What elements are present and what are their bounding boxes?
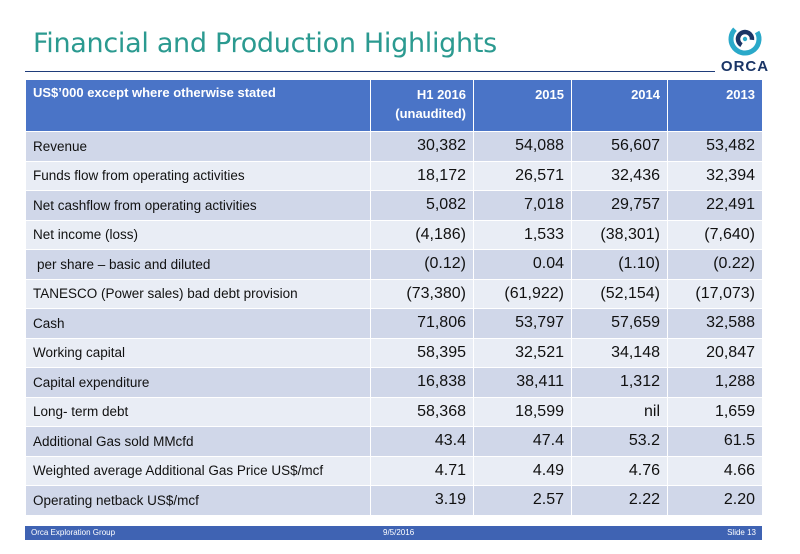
row-value: (7,640) (667, 219, 763, 250)
table-row: Net income (loss) (4,186) 1,533 (38,301) (7,… (25, 219, 763, 250)
title-underline (25, 71, 715, 72)
row-value: 18,172 (370, 160, 474, 191)
row-label: Weighted average Additional Gas Price US… (25, 455, 371, 486)
row-value: 1,659 (667, 396, 763, 427)
row-value: 32,521 (473, 337, 572, 368)
header-col-2013: 2013 (667, 79, 763, 132)
row-value: (1.10) (571, 249, 668, 280)
row-value: 4.49 (473, 455, 572, 486)
row-label: per share – basic and diluted (25, 249, 371, 280)
table-row: Net cashflow from operating activities 5,… (25, 190, 763, 221)
row-value: (52,154) (571, 278, 668, 309)
row-value: (4,186) (370, 219, 474, 250)
slide-title: Financial and Production Highlights (33, 28, 497, 59)
row-value: 57,659 (571, 308, 668, 339)
row-value: 2.20 (667, 485, 763, 516)
row-value: 43.4 (370, 426, 474, 457)
header-col-2015: 2015 (473, 79, 572, 132)
row-value: 71,806 (370, 308, 474, 339)
table-row: Working capital 58,395 32,521 34,148 20,847 (25, 337, 763, 368)
table-row: Funds flow from operating activities 18,1… (25, 160, 763, 191)
table-row: TANESCO (Power sales) bad debt provision… (25, 278, 763, 309)
row-value: (38,301) (571, 219, 668, 250)
row-value: 26,571 (473, 160, 572, 191)
row-value: 1,533 (473, 219, 572, 250)
row-value: 1,312 (571, 367, 668, 398)
row-value: (0.22) (667, 249, 763, 280)
row-value: 4.76 (571, 455, 668, 486)
orca-swirl-icon (728, 22, 762, 56)
row-value: 38,411 (473, 367, 572, 398)
table-row: Cash 71,806 53,797 57,659 32,588 (25, 308, 763, 339)
logo-text: ORCA (720, 58, 770, 75)
row-value: 54,088 (473, 131, 572, 162)
table-header-row: US$’000 except where otherwise stated H1… (25, 79, 763, 132)
table-row: Long- term debt 58,368 18,599 nil 1,659 (25, 396, 763, 427)
row-label: Revenue (25, 131, 371, 162)
slide-footer: Orca Exploration Group 9/5/2016 Slide 13 (25, 526, 762, 540)
table-row: Revenue 30,382 54,088 56,607 53,482 (25, 131, 763, 162)
table-row: Operating netback US$/mcf 3.19 2.57 2.22 2.2… (25, 485, 763, 516)
row-value: 30,382 (370, 131, 474, 162)
row-label: Capital expenditure (25, 367, 371, 398)
row-value: (17,073) (667, 278, 763, 309)
row-value: 22,491 (667, 190, 763, 221)
row-value: 5,082 (370, 190, 474, 221)
row-label: Funds flow from operating activities (25, 160, 371, 191)
row-label: TANESCO (Power sales) bad debt provision (25, 278, 371, 309)
row-value: 7,018 (473, 190, 572, 221)
row-value: 34,148 (571, 337, 668, 368)
row-label: Additional Gas sold MMcfd (25, 426, 371, 457)
row-label: Operating netback US$/mcf (25, 485, 371, 516)
row-label: Net income (loss) (25, 219, 371, 250)
row-value: 53.2 (571, 426, 668, 457)
row-value: 53,482 (667, 131, 763, 162)
orca-logo: ORCA (715, 22, 775, 78)
row-value: (0.12) (370, 249, 474, 280)
row-value: nil (571, 396, 668, 427)
row-label: Working capital (25, 337, 371, 368)
row-value: (61,922) (473, 278, 572, 309)
row-value: 1,288 (667, 367, 763, 398)
table-row: Capital expenditure 16,838 38,411 1,312 1,28… (25, 367, 763, 398)
table-row: Additional Gas sold MMcfd 43.4 47.4 53.2 61.… (25, 426, 763, 457)
row-value: 47.4 (473, 426, 572, 457)
table-row: per share – basic and diluted (0.12) 0.04(… (25, 249, 763, 280)
row-value: 61.5 (667, 426, 763, 457)
header-col-h1-2016: H1 2016 (unaudited) (370, 79, 474, 132)
row-value: 4.71 (370, 455, 474, 486)
row-value: 58,395 (370, 337, 474, 368)
row-value: 58,368 (370, 396, 474, 427)
row-value: 32,394 (667, 160, 763, 191)
row-value: 2.57 (473, 485, 572, 516)
table-row: Weighted average Additional Gas Price US… (25, 455, 763, 486)
row-value: 20,847 (667, 337, 763, 368)
row-value: 0.04 (473, 249, 572, 280)
row-value: 56,607 (571, 131, 668, 162)
row-value: 4.66 (667, 455, 763, 486)
row-value: 53,797 (473, 308, 572, 339)
footer-company: Orca Exploration Group (31, 528, 116, 537)
row-label: Cash (25, 308, 371, 339)
row-value: 18,599 (473, 396, 572, 427)
header-units-label: US$’000 except where otherwise stated (25, 79, 371, 132)
row-label: Net cashflow from operating activities (25, 190, 371, 221)
row-value: 29,757 (571, 190, 668, 221)
row-value: (73,380) (370, 278, 474, 309)
row-value: 16,838 (370, 367, 474, 398)
row-value: 32,588 (667, 308, 763, 339)
financial-highlights-table: US$’000 except where otherwise stated H1… (25, 79, 763, 516)
footer-date: 9/5/2016 (383, 528, 415, 537)
header-col-2014: 2014 (571, 79, 668, 132)
row-value: 3.19 (370, 485, 474, 516)
row-value: 2.22 (571, 485, 668, 516)
row-value: 32,436 (571, 160, 668, 191)
row-label: Long- term debt (25, 396, 371, 427)
footer-slide-number: Slide 13 (727, 528, 756, 537)
